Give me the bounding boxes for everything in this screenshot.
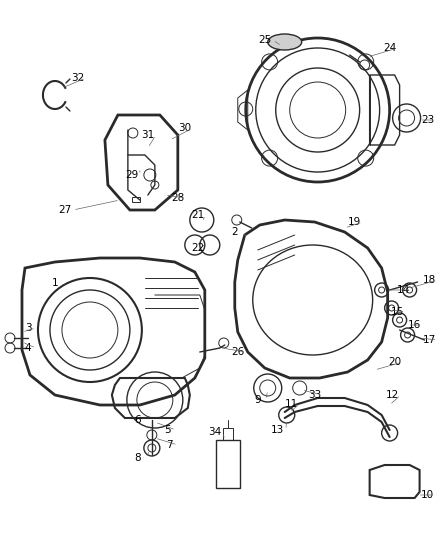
Text: 9: 9 <box>254 395 261 405</box>
Text: 21: 21 <box>191 210 205 220</box>
Text: 4: 4 <box>25 343 31 353</box>
Text: 24: 24 <box>383 43 396 53</box>
Text: 2: 2 <box>231 227 238 237</box>
Text: 19: 19 <box>348 217 361 227</box>
Text: 11: 11 <box>285 399 298 409</box>
Text: 17: 17 <box>423 335 436 345</box>
Ellipse shape <box>268 34 302 50</box>
Text: 3: 3 <box>25 323 31 333</box>
Text: 32: 32 <box>71 73 85 83</box>
Text: 31: 31 <box>141 130 155 140</box>
Text: 5: 5 <box>165 425 171 435</box>
Text: 6: 6 <box>134 415 141 425</box>
Text: 14: 14 <box>397 285 410 295</box>
Text: 28: 28 <box>171 193 184 203</box>
Text: 8: 8 <box>134 453 141 463</box>
Text: 33: 33 <box>308 390 321 400</box>
Text: 34: 34 <box>208 427 222 437</box>
Text: 27: 27 <box>58 205 71 215</box>
Text: 18: 18 <box>423 275 436 285</box>
Text: 16: 16 <box>408 320 421 330</box>
Text: 20: 20 <box>388 357 401 367</box>
Text: 25: 25 <box>258 35 272 45</box>
Text: 26: 26 <box>231 347 244 357</box>
Text: 13: 13 <box>271 425 284 435</box>
Text: 7: 7 <box>166 440 173 450</box>
Text: 10: 10 <box>421 490 434 500</box>
Text: 12: 12 <box>386 390 399 400</box>
Text: 15: 15 <box>391 307 404 317</box>
Text: 30: 30 <box>178 123 191 133</box>
Text: 22: 22 <box>191 243 205 253</box>
Text: 1: 1 <box>52 278 58 288</box>
Text: 29: 29 <box>125 170 138 180</box>
Text: 23: 23 <box>421 115 434 125</box>
